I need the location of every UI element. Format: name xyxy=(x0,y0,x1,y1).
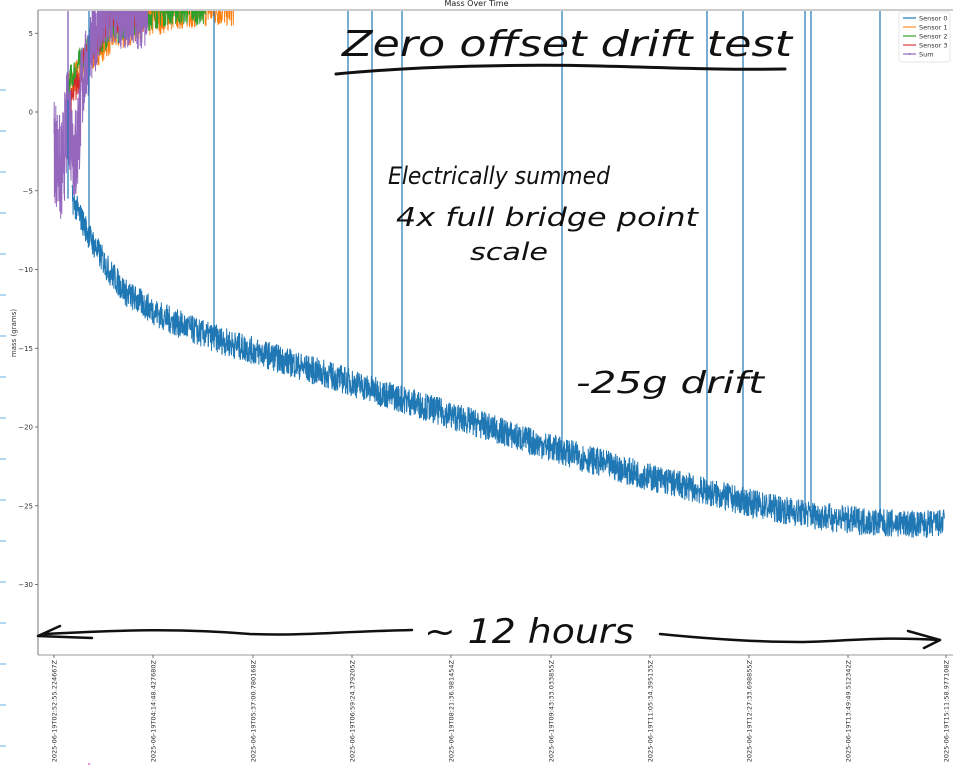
series-sum xyxy=(53,11,148,219)
duration-arrowhead-left xyxy=(36,624,94,640)
series-layer xyxy=(53,11,945,538)
x-tick-label: 2025-06-19T02:52:55.224667Z xyxy=(51,659,59,762)
note-title: Zero offset drift test xyxy=(341,24,795,65)
x-tick-label: 2025-06-19T09:43:33.033855Z xyxy=(548,659,556,762)
series-sensor-0 xyxy=(71,185,945,538)
duration-arrow-right xyxy=(658,632,942,644)
left-edge-marks xyxy=(0,89,6,747)
plot-frame xyxy=(37,9,953,656)
x-tick-label: 2025-06-19T06:59:24.379205Z xyxy=(349,659,357,762)
note-drift: -25g drift xyxy=(576,366,766,401)
stray-mark xyxy=(88,763,90,765)
note-duration: ~ 12 hours xyxy=(424,612,634,652)
x-tick-label: 2025-06-19T13:49:49.512342Z xyxy=(845,659,853,762)
x-tick-label: 2025-06-19T08:21:36.981454Z xyxy=(448,659,456,762)
y-tick-label: −10 xyxy=(18,266,33,274)
y-tick-label: −25 xyxy=(18,502,33,510)
duration-arrow-left xyxy=(43,628,414,636)
x-tick-label: 2025-06-19T04:14:48.427680Z xyxy=(150,659,158,762)
x-tick-label: 2025-06-19T15:11:58.977108Z xyxy=(943,659,951,762)
chart-title: Mass Over Time xyxy=(444,0,509,8)
y-tick-label: −15 xyxy=(18,345,33,353)
legend-entry: Sensor 0 xyxy=(919,14,947,22)
legend-entry: Sensor 1 xyxy=(919,23,947,31)
y-tick-label: 5 xyxy=(29,30,33,38)
annotations: Zero offset drift test Electrically summ… xyxy=(36,24,942,652)
legend-entry: Sum xyxy=(919,50,934,58)
y-axis-ticks: 5 0 −5 −10 −15 −20 −25 −30 xyxy=(18,30,38,589)
legend-entry: Sensor 2 xyxy=(919,32,947,40)
x-tick-label: 2025-06-19T11:05:34.395135Z xyxy=(647,659,655,762)
y-tick-label: −20 xyxy=(18,424,33,432)
note-full-bridge: 4x full bridge point xyxy=(396,203,699,233)
x-tick-label: 2025-06-19T12:27:33.698855Z xyxy=(746,659,754,762)
y-axis-label: mass (grams) xyxy=(10,309,18,357)
x-tick-label: 2025-06-19T05:37:00.780168Z xyxy=(250,659,258,762)
y-tick-label: 0 xyxy=(29,109,33,117)
y-tick-label: −5 xyxy=(23,187,33,195)
note-electrically-summed: Electrically summed xyxy=(388,162,611,190)
note-title-underline xyxy=(334,63,787,76)
x-axis-ticks: 2025-06-19T02:52:55.224667Z 2025-06-19T04… xyxy=(51,655,951,762)
y-tick-label: −30 xyxy=(18,581,33,589)
legend-entry: Sensor 3 xyxy=(919,41,947,49)
duration-arrowhead-right xyxy=(906,629,942,650)
note-scale: scale xyxy=(470,238,548,266)
